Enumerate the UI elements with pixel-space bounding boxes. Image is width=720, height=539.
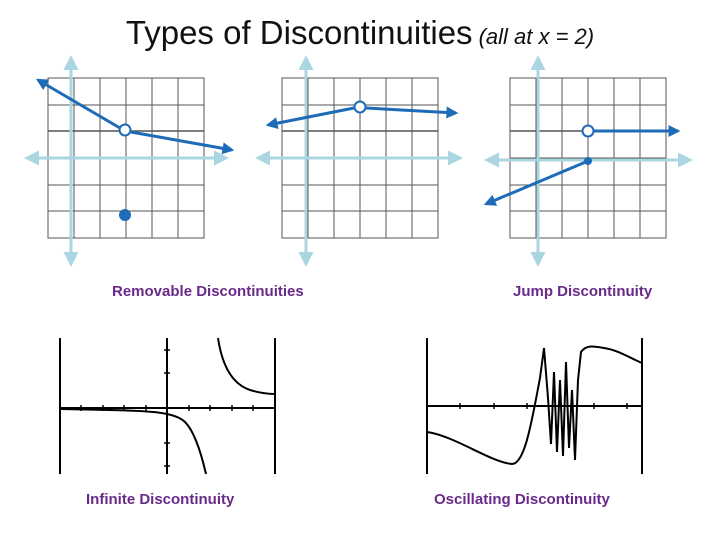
page-title: Types of Discontinuities (all at x = 2) <box>0 14 720 52</box>
caption-removable: Removable Discontinuities <box>112 283 304 300</box>
curve-2-left <box>265 106 355 130</box>
curve-1-left <box>35 78 121 130</box>
graph-jump <box>483 55 693 267</box>
curve-2-right <box>365 106 459 119</box>
caption-infinite: Infinite Discontinuity <box>86 491 235 508</box>
graph-removable-2 <box>255 55 463 267</box>
curve-1-right <box>130 130 235 155</box>
hole-3 <box>581 124 595 138</box>
title-main: Types of Discontinuities <box>125 14 473 51</box>
curve-4-right <box>217 337 276 395</box>
graph-infinite <box>59 337 276 475</box>
point-1 <box>119 209 131 221</box>
curve-4-left <box>59 408 207 475</box>
caption-jump: Jump Discontinuity <box>513 283 653 300</box>
point-3 <box>584 157 592 165</box>
hole-2 <box>353 100 367 114</box>
hole-1 <box>118 123 132 137</box>
curve-5 <box>426 345 643 466</box>
title-subtitle: (all at x = 2) <box>478 24 595 49</box>
ticks-4 <box>80 349 254 467</box>
graph-oscillating <box>426 338 643 474</box>
curve-3-left <box>483 159 589 206</box>
graph-removable-1 <box>24 55 235 267</box>
caption-oscillating: Oscillating Discontinuity <box>434 491 610 508</box>
